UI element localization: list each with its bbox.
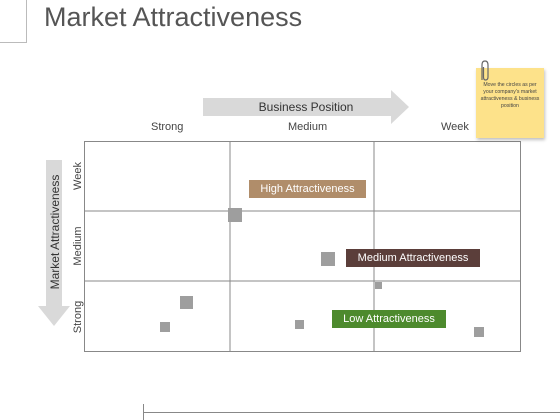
row-header-medium: Medium [72,226,84,266]
high-attractiveness-label: High Attractiveness [249,180,366,198]
position-marker[interactable] [474,327,484,337]
position-marker[interactable] [160,322,170,332]
position-marker[interactable] [321,252,335,266]
column-header-strong: Strong [151,121,184,133]
footer-line-horizontal [143,412,560,413]
position-marker[interactable] [228,208,242,222]
paperclip-icon [481,60,489,81]
sticky-note-text: Move the circles as per your company's m… [480,82,540,109]
low-attractiveness-label: Low Attractiveness [332,310,446,328]
medium-attractiveness-label: Medium Attractiveness [346,249,480,267]
row-header-week: Week [72,162,84,190]
x-axis-label: Business Position [258,100,354,114]
page-title: Market Attractiveness [44,2,303,32]
column-header-week: Week [441,121,469,133]
frame-line-horizontal [0,42,27,43]
market-attractiveness-arrow [38,160,70,326]
position-marker[interactable] [375,282,382,289]
y-axis-label: Market Attractiveness [48,174,62,290]
matrix-grid [84,141,521,352]
column-header-medium: Medium [288,121,328,133]
position-marker[interactable] [295,320,304,329]
row-header-strong: Strong [72,300,84,334]
business-position-arrow [203,90,409,124]
frame-line-vertical [26,0,27,42]
position-marker[interactable] [180,296,193,309]
